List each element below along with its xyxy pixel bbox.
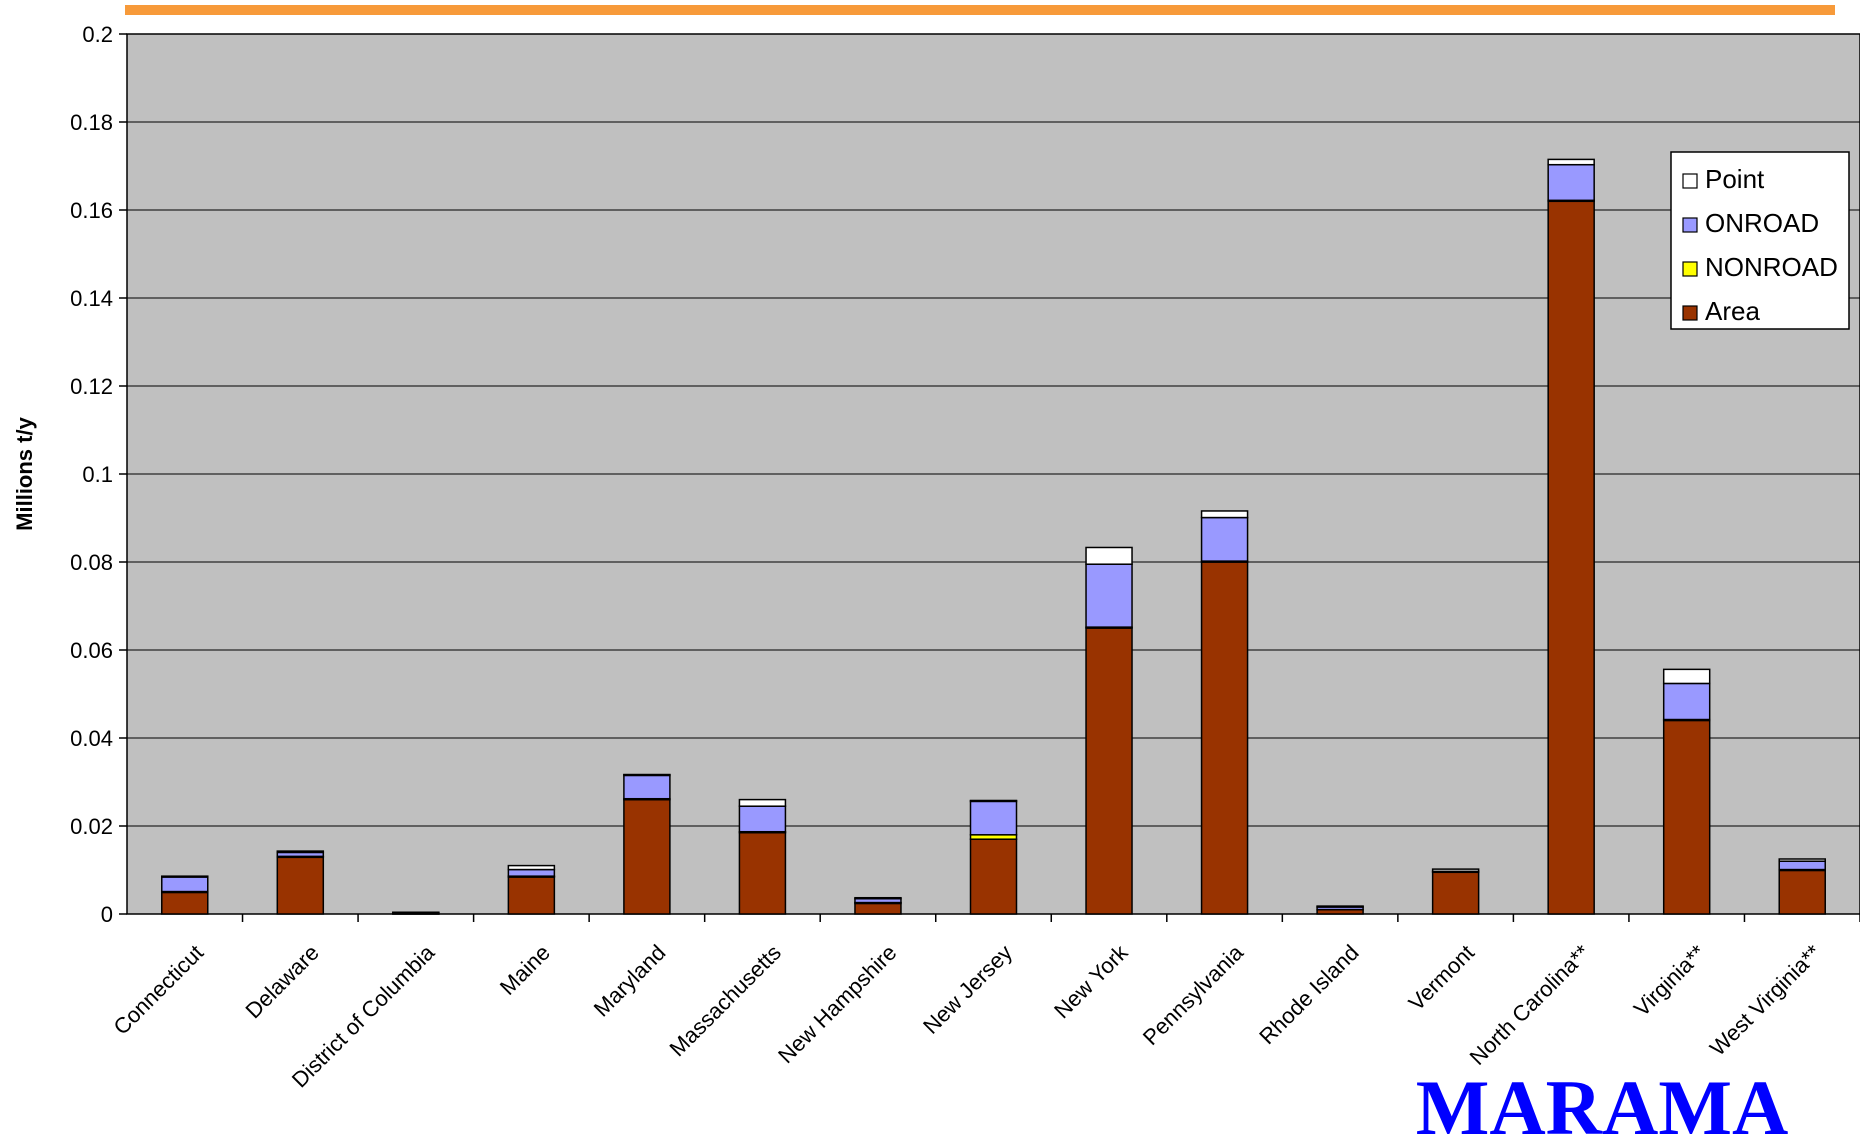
- bar-segment-onroad: [738, 805, 787, 833]
- category-label: Maryland: [589, 940, 671, 1022]
- bar-segment-area: [507, 875, 556, 915]
- legend-label: NONROAD: [1705, 252, 1838, 282]
- marama-logo: MARAMA: [1416, 1064, 1789, 1134]
- y-tick-label: 0.02: [70, 814, 113, 839]
- category-label: Delaware: [240, 940, 323, 1023]
- y-tick-label: 0: [101, 902, 113, 927]
- bar-segment-area: [623, 798, 671, 915]
- bar-segment-point: [1778, 858, 1826, 862]
- bar-segment-point: [507, 864, 556, 871]
- bar-segment-area: [738, 831, 787, 915]
- bar-segment-point: [161, 875, 209, 878]
- bar-segment-onroad: [161, 875, 209, 893]
- bar-segment-point: [1431, 868, 1480, 873]
- bar-segment-onroad: [1085, 563, 1133, 628]
- bar-segment-point: [854, 896, 902, 900]
- bar-segment-point: [1316, 905, 1364, 908]
- legend-label: Area: [1705, 296, 1760, 326]
- category-label: Connecticut: [108, 940, 208, 1040]
- legend-swatch: [1682, 261, 1698, 277]
- legend-swatch: [1682, 217, 1698, 233]
- y-tick-label: 0.06: [70, 638, 113, 663]
- bar-segment-area: [161, 891, 209, 915]
- y-axis-ticks: 0 0.02 0.04 0.06 0.08 0.1 0.12 0.14 0.16 0.18 0.2: [70, 22, 127, 927]
- bar-segment-point: [1085, 546, 1133, 565]
- category-label: New Jersey: [918, 940, 1017, 1039]
- top-orange-rule: [125, 5, 1835, 15]
- legend-box: [1670, 151, 1850, 330]
- category-label: New Hampshire: [773, 940, 901, 1068]
- bar-segment-area: [1200, 561, 1249, 915]
- legend: Point ONROAD NONROAD Area: [1670, 151, 1850, 330]
- bar-segment-onroad: [969, 800, 1018, 836]
- category-label: Massachusetts: [665, 940, 786, 1061]
- bar-segment-onroad: [1778, 860, 1826, 871]
- legend-swatch: [1682, 305, 1698, 321]
- bar-segment-point: [276, 850, 325, 854]
- bar-segment-onroad: [623, 774, 671, 800]
- y-tick-label: 0.12: [70, 374, 113, 399]
- bar-segment-onroad: [1662, 682, 1711, 721]
- y-tick-label: 0.08: [70, 550, 113, 575]
- bar-segment-onroad: [507, 868, 556, 877]
- y-tick-label: 0.14: [70, 286, 113, 311]
- y-tick-label: 0.18: [70, 110, 113, 135]
- bars: [161, 158, 1826, 915]
- bar-segment-point: [392, 911, 440, 914]
- bar-segment-area: [969, 838, 1018, 915]
- legend-label: ONROAD: [1705, 208, 1819, 238]
- category-label: Vermont: [1404, 940, 1480, 1016]
- bar-segment-point: [1662, 668, 1711, 685]
- category-label: West Virginia**: [1705, 940, 1826, 1061]
- category-label: Virginia**: [1629, 940, 1711, 1022]
- bar-segment-area: [1547, 200, 1595, 915]
- bar-segment-point: [1547, 158, 1595, 166]
- y-tick-label: 0.16: [70, 198, 113, 223]
- category-label: North Carolina**: [1465, 940, 1595, 1070]
- bar-segment-point: [738, 798, 787, 807]
- bar-segment-point: [623, 773, 671, 777]
- bar-segment-onroad: [1547, 163, 1595, 202]
- category-label: New York: [1049, 939, 1133, 1023]
- bar-segment-area: [854, 902, 902, 915]
- bar-segment-area: [276, 856, 325, 915]
- legend-label: Point: [1705, 164, 1765, 194]
- y-axis-label: Millions t/y: [12, 416, 37, 530]
- bar-segment-area: [1778, 869, 1826, 915]
- bar-segment-point: [969, 799, 1018, 803]
- bar-segment-area: [1431, 871, 1480, 915]
- y-tick-label: 0.1: [82, 462, 113, 487]
- category-label: Maine: [495, 940, 555, 1000]
- category-label: Rhode Island: [1254, 940, 1363, 1049]
- bar-segment-onroad: [1200, 516, 1249, 562]
- y-tick-label: 0.04: [70, 726, 113, 751]
- bar-segment-area: [1085, 627, 1133, 915]
- legend-swatch: [1682, 173, 1698, 189]
- bar-segment-area: [1662, 719, 1711, 915]
- bar-segment-point: [1200, 510, 1249, 519]
- y-tick-label: 0.2: [82, 22, 113, 47]
- category-label: Pennsylvania: [1138, 939, 1249, 1050]
